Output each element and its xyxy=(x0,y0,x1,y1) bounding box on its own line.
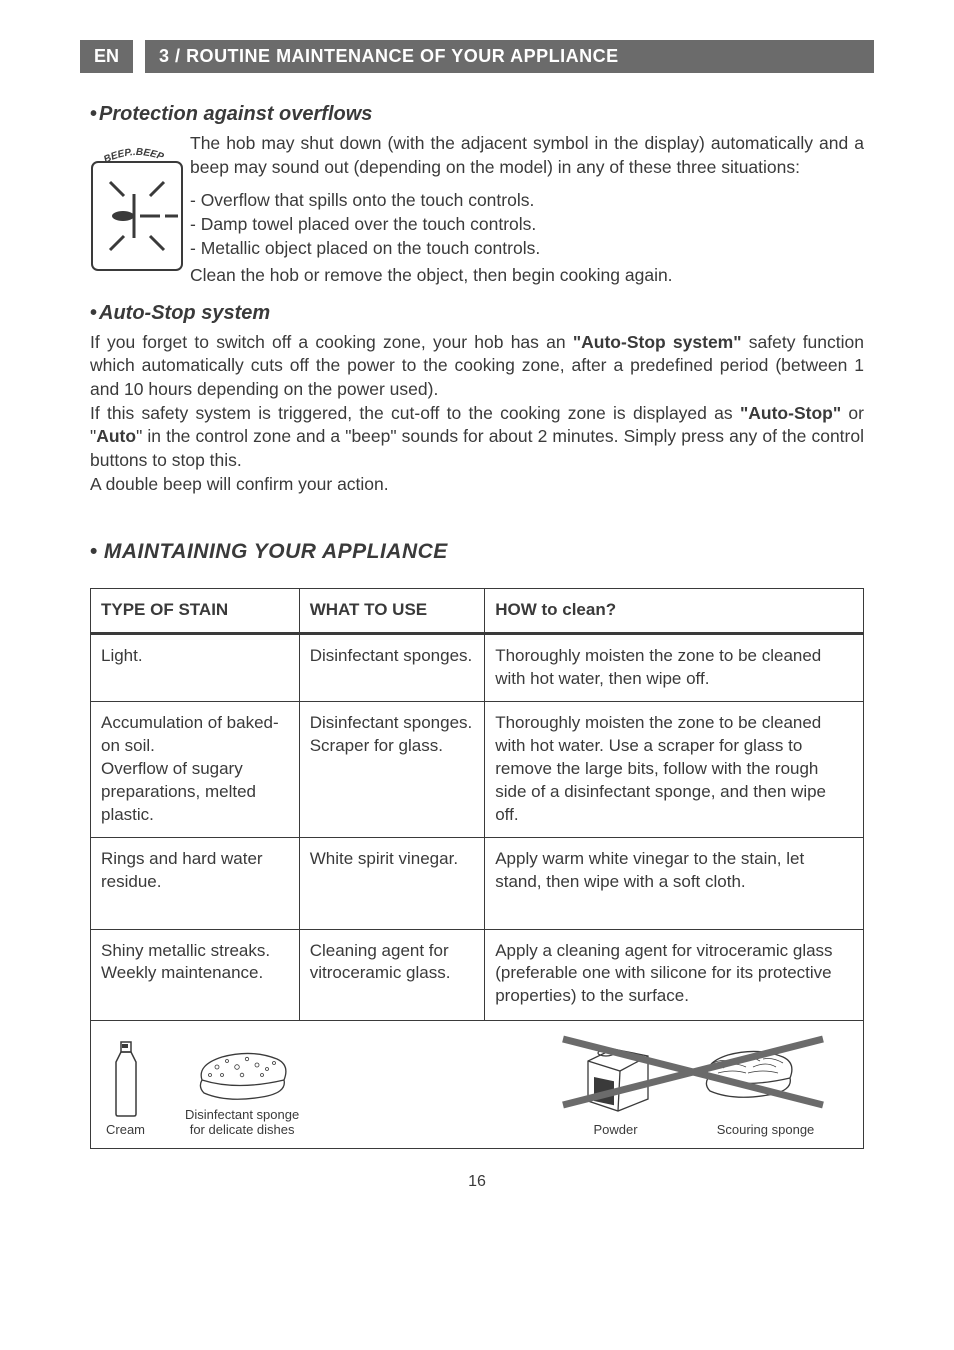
page-number: 16 xyxy=(90,1173,864,1191)
hob-figure: BEEP..BEEP xyxy=(90,144,184,288)
text-span: " in the control zone and a "beep" sound… xyxy=(90,426,864,470)
cell-type: Accumulation of baked-on soil. Overflow … xyxy=(91,701,300,837)
page: EN 3 / ROUTINE MAINTENANCE OF YOUR APPLI… xyxy=(0,0,954,1221)
col-header-how: HOW to clean? xyxy=(485,589,864,634)
overflows-heading: •Protection against overflows xyxy=(90,103,864,126)
product-soft-sponge: Disinfectant sponge for delicate dishes xyxy=(185,1045,299,1138)
text-bold: "Auto-Stop system" xyxy=(573,332,742,352)
cell-type: Rings and hard water residue. xyxy=(91,837,300,929)
cell-how: Apply a cleaning agent for vitroceramic … xyxy=(485,929,864,1021)
bullet-icon: • xyxy=(90,103,97,125)
product-cream: Cream xyxy=(106,1040,145,1138)
cell-type: Light. xyxy=(91,634,300,702)
products-row: Cream xyxy=(91,1021,864,1149)
text-bold: "Auto-Stop" xyxy=(740,403,841,423)
product-scour-label: Scouring sponge xyxy=(696,1122,836,1138)
autostop-heading-text: Auto-Stop system xyxy=(99,302,270,324)
table-header-row: TYPE OF STAIN WHAT TO USE HOW to clean? xyxy=(91,589,864,634)
cross-icon xyxy=(563,1039,823,1105)
overflow-item: - Metallic object placed on the touch co… xyxy=(190,237,864,261)
overflow-item: - Overflow that spills onto the touch co… xyxy=(190,189,864,213)
table-row: Shiny metallic streaks. Weekly maintenan… xyxy=(91,929,864,1021)
col-header-type: TYPE OF STAIN xyxy=(91,589,300,634)
section-title: ROUTINE MAINTENANCE OF YOUR APPLIANCE xyxy=(186,46,619,66)
text-span: If you forget to switch off a cooking zo… xyxy=(90,332,573,352)
overflows-heading-text: Protection against overflows xyxy=(99,103,372,125)
title-slash: / xyxy=(175,46,186,66)
product-cream-label: Cream xyxy=(106,1122,145,1138)
col-header-use: WHAT TO USE xyxy=(299,589,485,634)
bullet-icon: • xyxy=(90,540,98,563)
cell-use: Cleaning agent for vitroceramic glass. xyxy=(299,929,485,1021)
table-row: Rings and hard water residue. White spir… xyxy=(91,837,864,929)
cell-how: Apply warm white vinegar to the stain, l… xyxy=(485,837,864,929)
table-row: Accumulation of baked-on soil. Overflow … xyxy=(91,701,864,837)
overflows-list: - Overflow that spills onto the touch co… xyxy=(190,189,864,260)
products-wrap: Cream xyxy=(101,1031,853,1138)
cell-use: Disinfectant sponges. xyxy=(299,634,485,702)
maint-heading: • MAINTAINING YOUR APPLIANCE xyxy=(90,540,864,564)
autostop-p2: If this safety system is triggered, the … xyxy=(90,402,864,473)
overflows-text: The hob may shut down (with the adjacent… xyxy=(190,132,864,288)
table-row: Light. Disinfectant sponges. Thoroughly … xyxy=(91,634,864,702)
cell-type: Shiny metallic streaks. Weekly maintenan… xyxy=(91,929,300,1021)
maint-heading-text: MAINTAINING YOUR APPLIANCE xyxy=(104,540,448,563)
section-number: 3 xyxy=(159,46,170,66)
cell-use: White spirit vinegar. xyxy=(299,837,485,929)
overflows-intro: The hob may shut down (with the adjacent… xyxy=(190,132,864,179)
content-area: •Protection against overflows BEEP..BEEP xyxy=(70,103,884,1191)
cream-bottle-icon xyxy=(112,1040,140,1118)
text-span: If this safety system is triggered, the … xyxy=(90,403,740,423)
bullet-icon: • xyxy=(90,302,97,324)
overflows-block: BEEP..BEEP The hob may shut down (with t… xyxy=(90,132,864,288)
autostop-section: •Auto-Stop system If you forget to switc… xyxy=(90,302,864,496)
overflows-after: Clean the hob or remove the object, then… xyxy=(190,264,864,288)
cell-how: Thoroughly moisten the zone to be cleane… xyxy=(485,634,864,702)
title-bar: 3 / ROUTINE MAINTENANCE OF YOUR APPLIANC… xyxy=(145,40,874,73)
product-soft-sponge-label2: for delicate dishes xyxy=(185,1122,299,1138)
forbidden-products: Powder Scouring sponge xyxy=(548,1031,848,1138)
cell-use: Disinfectant sponges. Scraper for glass. xyxy=(299,701,485,837)
text-bold: Auto xyxy=(96,426,136,446)
autostop-p1: If you forget to switch off a cooking zo… xyxy=(90,331,864,402)
language-badge: EN xyxy=(80,40,133,73)
maintenance-table: TYPE OF STAIN WHAT TO USE HOW to clean? … xyxy=(90,588,864,1149)
autostop-p3: A double beep will confirm your action. xyxy=(90,473,864,497)
soft-sponge-icon xyxy=(192,1045,292,1103)
product-powder-label: Powder xyxy=(561,1122,671,1138)
header-bar: EN 3 / ROUTINE MAINTENANCE OF YOUR APPLI… xyxy=(80,40,874,73)
autostop-heading: •Auto-Stop system xyxy=(90,302,864,325)
product-soft-sponge-label1: Disinfectant sponge xyxy=(185,1107,299,1123)
overflow-item: - Damp towel placed over the touch contr… xyxy=(190,213,864,237)
cell-how: Thoroughly moisten the zone to be cleane… xyxy=(485,701,864,837)
